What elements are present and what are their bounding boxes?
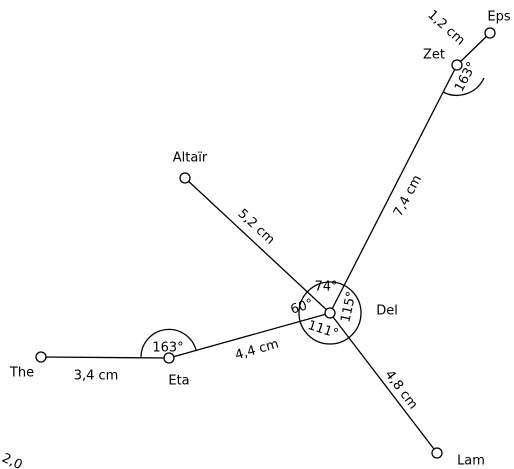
- edge: [184, 177, 331, 314]
- point-label: Zet: [423, 48, 445, 63]
- edges: [40, 32, 491, 454]
- point-label: Eta: [168, 374, 189, 389]
- edge: [456, 32, 491, 66]
- point: [163, 352, 175, 364]
- angle-arcs: [140, 77, 485, 358]
- edge-label: 1,2 cm: [424, 7, 467, 48]
- point: [451, 59, 463, 71]
- edge-labels: 1,2 cm 7,4 cm 5,2 cm 4,4 cm 3,4 cm 4,8 c…: [0, 7, 468, 469]
- edge: [168, 312, 331, 359]
- angle-arc: [442, 77, 485, 96]
- point-labels: Eps Zet Altaïr Del The Eta Lam: [9, 10, 511, 469]
- point-label: Del: [376, 304, 398, 319]
- point: [35, 351, 47, 363]
- edge-label: 7,4 cm: [391, 173, 425, 219]
- edge-label: 2,0: [0, 451, 25, 469]
- edge-label: 3,4 cm: [74, 369, 119, 384]
- angle-arc: [140, 328, 197, 358]
- angle-label: 60°: [289, 296, 316, 317]
- edge-label: 4,4 cm: [233, 337, 280, 364]
- point-label: Altaïr: [173, 151, 208, 166]
- edge-label: 5,2 cm: [235, 206, 278, 247]
- angle-label: 111°: [306, 318, 340, 342]
- point: [431, 447, 443, 459]
- edge: [329, 312, 438, 454]
- angle-labels: 163° 74° 60° 115° 111° 163°: [152, 60, 480, 356]
- angle-label: 163°: [152, 341, 183, 356]
- edge: [40, 356, 170, 359]
- edge: [329, 64, 458, 314]
- angle-label: 115°: [338, 290, 359, 324]
- point: [484, 27, 496, 39]
- points: [35, 27, 496, 459]
- point-label: The: [9, 366, 34, 381]
- point: [179, 172, 191, 184]
- point-label: Lam: [457, 454, 485, 469]
- angle-label: 74°: [314, 280, 337, 295]
- point-label: Eps: [487, 10, 510, 25]
- point: [324, 307, 336, 319]
- angle-arc: [298, 281, 362, 345]
